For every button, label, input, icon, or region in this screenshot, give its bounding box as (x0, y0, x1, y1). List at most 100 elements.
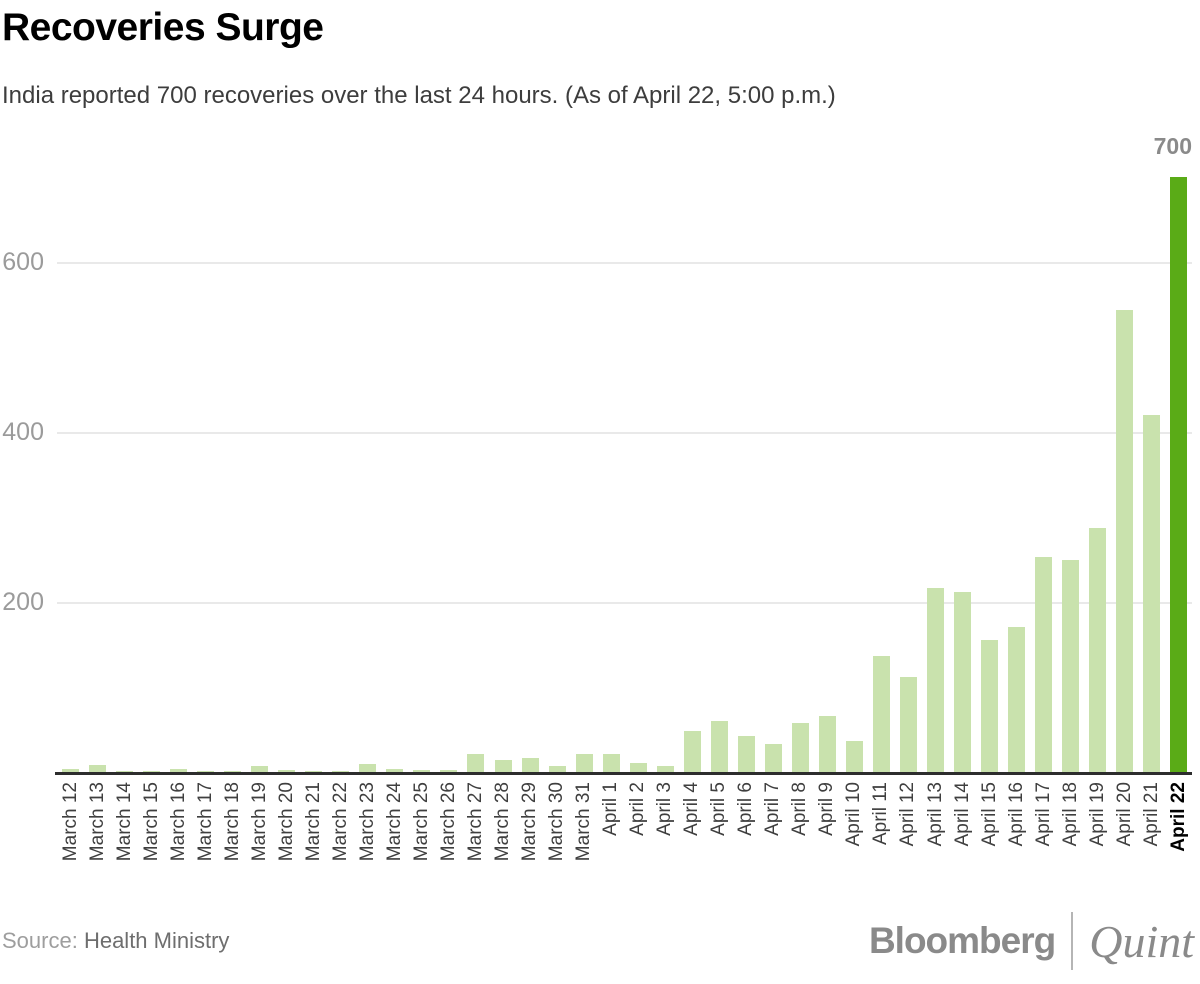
x-tick-label-march-15: March 15 (140, 782, 162, 862)
bar-slot-march-15 (138, 130, 165, 772)
chart-title: Recoveries Surge (2, 6, 324, 49)
x-label-slot-march-27: March 27 (462, 782, 489, 887)
bar-slot-april-6 (733, 130, 760, 772)
x-tick-label-march-29: March 29 (519, 782, 541, 862)
bar-april-17 (1035, 557, 1053, 772)
bar-slot-march-21 (300, 130, 327, 772)
bar-slot-april-9 (814, 130, 841, 772)
bar-march-17 (197, 771, 215, 772)
bar-slot-april-2 (625, 130, 652, 772)
x-tick-label-march-26: March 26 (437, 782, 459, 862)
bar-slot-april-14 (949, 130, 976, 772)
bar-april-19 (1089, 528, 1107, 772)
bar-march-12 (62, 769, 80, 772)
x-tick-label-april-6: April 6 (735, 782, 757, 836)
x-label-slot-april-17: April 17 (1030, 782, 1057, 887)
bar-april-5 (710, 721, 728, 772)
bar-april-2 (629, 763, 647, 772)
bar-slot-march-12 (57, 130, 84, 772)
bar-slot-april-18 (1057, 130, 1084, 772)
x-tick-label-april-9: April 9 (816, 782, 838, 836)
x-label-slot-april-22: April 22 (1165, 782, 1192, 887)
bar-slot-march-17 (192, 130, 219, 772)
gridline-400 (57, 432, 1192, 434)
x-label-slot-march-23: March 23 (354, 782, 381, 887)
bar-april-1 (602, 754, 620, 772)
bars-area (57, 130, 1192, 772)
bar-march-22 (332, 771, 350, 772)
bar-slot-april-21 (1138, 130, 1165, 772)
bar-april-7 (764, 744, 782, 772)
source-label: Source: (2, 928, 78, 953)
x-label-slot-april-19: April 19 (1084, 782, 1111, 887)
bar-slot-april-13 (922, 130, 949, 772)
bar-march-25 (413, 770, 431, 772)
x-label-slot-april-13: April 13 (922, 782, 949, 887)
bar-april-13 (927, 588, 945, 772)
bar-april-6 (737, 736, 755, 772)
bar-march-18 (224, 771, 242, 772)
bar-april-3 (656, 766, 674, 772)
x-label-slot-march-30: March 30 (544, 782, 571, 887)
x-tick-label-march-31: March 31 (573, 782, 595, 862)
bar-slot-april-5 (706, 130, 733, 772)
x-tick-label-april-10: April 10 (843, 782, 865, 847)
bar-slot-march-28 (490, 130, 517, 772)
bar-march-26 (440, 770, 458, 772)
x-label-slot-march-17: March 17 (192, 782, 219, 887)
x-tick-label-march-30: March 30 (546, 782, 568, 862)
bar-april-18 (1062, 560, 1080, 772)
x-label-slot-april-21: April 21 (1138, 782, 1165, 887)
x-label-slot-april-4: April 4 (679, 782, 706, 887)
x-label-slot-april-8: April 8 (787, 782, 814, 887)
bar-march-19 (251, 766, 269, 772)
x-label-slot-april-2: April 2 (625, 782, 652, 887)
x-label-slot-march-18: March 18 (219, 782, 246, 887)
x-label-slot-april-15: April 15 (976, 782, 1003, 887)
x-tick-label-april-20: April 20 (1113, 782, 1135, 847)
bar-april-14 (954, 592, 972, 772)
bar-slot-march-22 (327, 130, 354, 772)
x-label-slot-march-31: March 31 (571, 782, 598, 887)
x-tick-label-april-12: April 12 (897, 782, 919, 847)
bar-march-24 (386, 769, 404, 772)
x-label-slot-march-24: March 24 (381, 782, 408, 887)
x-label-slot-april-5: April 5 (706, 782, 733, 887)
x-label-slot-march-12: March 12 (57, 782, 84, 887)
bar-april-4 (683, 731, 701, 772)
chart-footer: Source: Health Ministry Bloomberg Quint (0, 908, 1200, 978)
bar-april-15 (981, 640, 999, 772)
x-label-slot-march-20: March 20 (273, 782, 300, 887)
bar-march-14 (116, 771, 134, 772)
bar-april-9 (818, 716, 836, 772)
quint-wordmark: Quint (1089, 915, 1194, 967)
bar-april-22 (1170, 177, 1188, 772)
x-label-slot-march-21: March 21 (300, 782, 327, 887)
x-tick-label-april-19: April 19 (1086, 782, 1108, 847)
bar-slot-april-12 (895, 130, 922, 772)
bar-slot-april-22 (1165, 130, 1192, 772)
x-tick-label-march-23: March 23 (356, 782, 378, 862)
x-tick-label-april-22: April 22 (1167, 782, 1189, 852)
bar-slot-march-14 (111, 130, 138, 772)
x-label-slot-april-20: April 20 (1111, 782, 1138, 887)
bar-slot-march-31 (571, 130, 598, 772)
bar-march-21 (305, 771, 323, 772)
bar-slot-april-11 (868, 130, 895, 772)
x-tick-label-march-27: March 27 (464, 782, 486, 862)
logo-separator (1071, 912, 1074, 970)
bar-chart: 700 200 400 600 March 12 March 13 March 14 Ma… (0, 130, 1200, 890)
x-tick-label-march-24: March 24 (383, 782, 405, 862)
x-label-slot-april-9: April 9 (814, 782, 841, 887)
x-tick-label-march-17: March 17 (194, 782, 216, 862)
x-label-slot-march-26: March 26 (435, 782, 462, 887)
max-value-label: 700 (1153, 133, 1192, 159)
bar-slot-march-19 (246, 130, 273, 772)
bar-march-31 (575, 754, 593, 772)
x-tick-label-march-22: March 22 (329, 782, 351, 862)
x-label-slot-march-19: March 19 (246, 782, 273, 887)
bar-march-13 (89, 765, 107, 772)
bar-slot-march-18 (219, 130, 246, 772)
x-tick-label-march-13: March 13 (86, 782, 108, 862)
